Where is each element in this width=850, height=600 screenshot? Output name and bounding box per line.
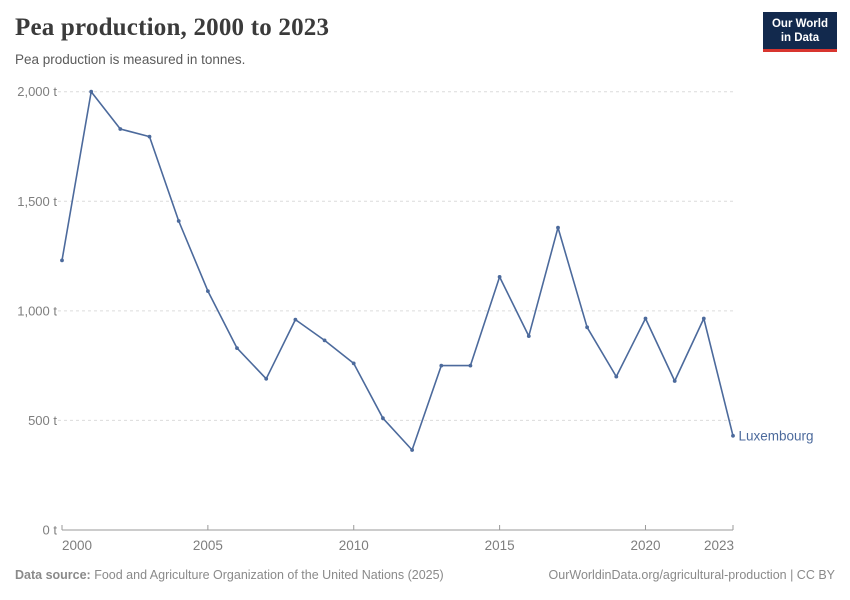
x-axis-tick-label: 2000 <box>62 538 92 553</box>
data-point-marker[interactable] <box>497 275 502 279</box>
data-point-marker[interactable] <box>322 338 327 343</box>
series-line-luxembourg[interactable] <box>61 90 734 451</box>
data-point-marker[interactable] <box>643 316 648 321</box>
x-axis-tick-label: 2020 <box>630 538 660 553</box>
owid-logo[interactable]: Our World in Data <box>762 12 837 52</box>
data-point-marker[interactable] <box>614 374 619 379</box>
data-point-marker[interactable] <box>293 317 298 322</box>
data-point-marker[interactable] <box>89 89 94 94</box>
data-point-marker[interactable] <box>439 363 444 368</box>
y-axis-tick-label: 2,000 t <box>17 84 57 99</box>
data-point-marker[interactable] <box>60 258 64 263</box>
y-axis-tick-label: 1,000 t <box>17 303 57 318</box>
x-axis-tick-label: 2023 <box>704 538 734 553</box>
data-point-marker[interactable] <box>468 363 473 368</box>
data-point-marker[interactable] <box>118 127 123 131</box>
data-point-marker[interactable] <box>672 379 677 383</box>
data-point-marker[interactable] <box>701 316 706 321</box>
data-point-marker[interactable] <box>381 416 385 421</box>
y-axis-tick-label: 1,500 t <box>17 194 57 209</box>
data-point-marker[interactable] <box>585 325 589 330</box>
data-point-marker[interactable] <box>556 225 560 230</box>
y-axis-tick-label: 500 t <box>28 413 57 428</box>
data-source-label: Data source: <box>15 568 91 582</box>
data-point-marker[interactable] <box>410 448 414 452</box>
data-point-marker[interactable] <box>235 346 239 350</box>
data-point-marker[interactable] <box>264 376 269 381</box>
y-axis-tick-label: 0 t <box>43 523 58 538</box>
data-point-marker[interactable] <box>147 134 152 139</box>
data-point-marker[interactable] <box>206 289 210 293</box>
series-label-luxembourg[interactable]: Luxembourg <box>739 428 814 443</box>
data-point-marker[interactable] <box>526 334 531 338</box>
page-subtitle: Pea production is measured in tonnes. <box>15 52 246 67</box>
data-source-text: Food and Agriculture Organization of the… <box>90 568 444 582</box>
x-axis-tick-label: 2010 <box>339 538 369 553</box>
data-point-marker[interactable] <box>351 361 356 366</box>
owid-logo-line2: in Data <box>780 32 820 44</box>
x-axis-tick-label: 2015 <box>485 538 515 553</box>
x-axis-tick-label: 2005 <box>193 538 223 553</box>
chart-footer: Data source: Food and Agriculture Organi… <box>15 568 835 582</box>
data-point-marker[interactable] <box>176 219 181 223</box>
page-title: Pea production, 2000 to 2023 <box>15 14 330 41</box>
data-point-marker[interactable] <box>731 433 735 438</box>
data-source-note: Data source: Food and Agriculture Organi… <box>15 568 444 582</box>
owid-logo-line1: Our World <box>771 18 828 30</box>
credit-link[interactable]: OurWorldinData.org/agricultural-producti… <box>548 568 835 582</box>
